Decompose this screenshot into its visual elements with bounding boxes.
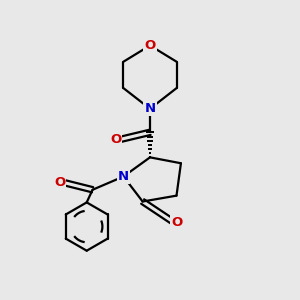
Text: N: N (118, 170, 129, 183)
Text: O: O (144, 39, 156, 52)
Text: O: O (110, 133, 121, 146)
Text: N: N (144, 102, 156, 115)
Text: O: O (172, 216, 183, 229)
Text: O: O (54, 176, 65, 189)
